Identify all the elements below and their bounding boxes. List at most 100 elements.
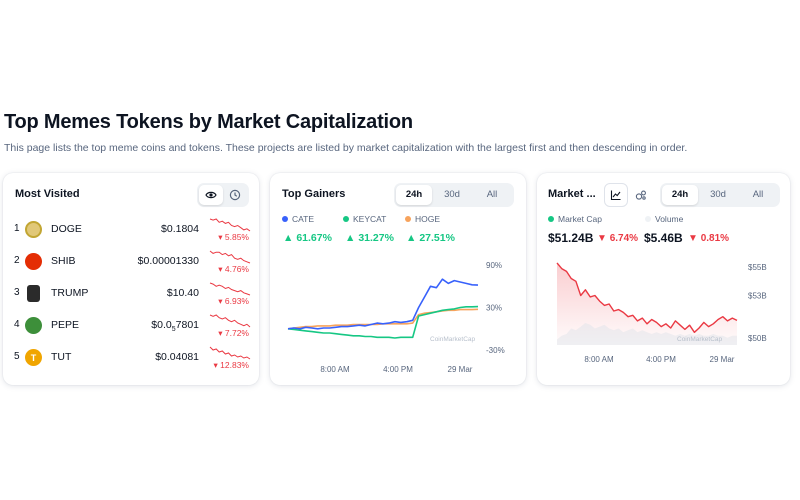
token-price: $0.057801 bbox=[151, 319, 199, 334]
bubble-chart-button[interactable] bbox=[629, 183, 653, 207]
sparkline bbox=[209, 218, 251, 232]
x-tick-label: 8:00 AM bbox=[584, 355, 614, 364]
legend-dot-hoge bbox=[405, 216, 411, 222]
legend-market-cap[interactable]: Market Cap bbox=[548, 214, 602, 224]
token-price: $0.04081 bbox=[155, 351, 199, 363]
line-chart-icon bbox=[610, 190, 621, 201]
market-cap-change-value: 6.74% bbox=[609, 233, 639, 244]
most-visited-title: Most Visited bbox=[15, 188, 80, 200]
series-line-keycat[interactable] bbox=[287, 305, 479, 339]
most-visited-row[interactable]: 2 SHIB $0.00001330 ▾ 4.76% bbox=[3, 250, 259, 274]
market-cap-change: ▼ 6.74% bbox=[597, 233, 639, 244]
most-visited-row[interactable]: 3 TRUMP $10.40 ▾ 6.93% bbox=[3, 282, 259, 306]
market-cap-chart[interactable]: $55B $53B $50B 8:00 AM 4:00 PM 29 Mar CoinMark… bbox=[537, 249, 790, 377]
row-rank: 4 bbox=[14, 319, 20, 330]
clock-toggle-button[interactable] bbox=[223, 185, 247, 205]
market-cap-title: Market ... bbox=[548, 188, 596, 200]
page-subtitle: This page lists the top meme coins and t… bbox=[4, 142, 688, 154]
most-visited-toggle bbox=[197, 183, 249, 207]
series-line-hoge[interactable] bbox=[287, 308, 479, 330]
top-gainers-title: Top Gainers bbox=[282, 188, 346, 200]
market-cap-area bbox=[557, 262, 737, 345]
page-title: Top Memes Tokens by Market Capitalizatio… bbox=[4, 111, 413, 133]
y-tick-label: -30% bbox=[486, 346, 505, 355]
x-tick-label: 8:00 AM bbox=[320, 365, 350, 374]
sparkline bbox=[209, 314, 251, 328]
most-visited-row[interactable]: 1 DOGE $0.1804 ▾ 5.85% bbox=[3, 218, 259, 242]
y-tick-label: 30% bbox=[486, 304, 502, 313]
tab-30d[interactable]: 30d bbox=[710, 189, 726, 200]
x-tick-label: 29 Mar bbox=[710, 355, 735, 364]
clock-icon bbox=[229, 189, 241, 201]
legend-volume[interactable]: Volume bbox=[645, 214, 683, 224]
y-tick-label: 90% bbox=[486, 261, 502, 270]
top-gainers-card: Top Gainers 24h 30d All CATE KEYCAT HOGE… bbox=[270, 173, 526, 385]
sparkline bbox=[209, 250, 251, 264]
most-visited-row[interactable]: 4 PEPE $0.057801 ▾ 7.72% bbox=[3, 314, 259, 338]
volume-area bbox=[557, 323, 737, 345]
sparkline bbox=[209, 282, 251, 296]
top-gainers-range-tabs: 24h 30d All bbox=[394, 183, 514, 207]
token-symbol[interactable]: DOGE bbox=[51, 223, 82, 235]
keycat-change-value: 31.27% bbox=[358, 232, 394, 244]
eye-toggle-button[interactable] bbox=[199, 185, 223, 205]
price-change: ▾ 7.72% bbox=[218, 328, 249, 338]
market-cap-value: $51.24B bbox=[548, 231, 594, 245]
token-symbol[interactable]: PEPE bbox=[51, 319, 80, 331]
row-rank: 2 bbox=[14, 255, 20, 266]
legend-label-market-cap: Market Cap bbox=[558, 214, 602, 224]
sparkline bbox=[209, 346, 251, 360]
most-visited-row[interactable]: 5 T TUT $0.04081 ▾ 12.83% bbox=[3, 346, 259, 370]
volume-value: $5.46B bbox=[644, 231, 683, 245]
token-symbol[interactable]: SHIB bbox=[51, 255, 76, 267]
legend-cate[interactable]: CATE bbox=[282, 214, 314, 224]
price-change: ▾ 12.83% bbox=[213, 360, 249, 370]
chart-watermark: CoinMarketCap bbox=[677, 336, 723, 343]
token-symbol[interactable]: TUT bbox=[51, 351, 72, 363]
legend-label-cate: CATE bbox=[292, 214, 315, 224]
eye-icon bbox=[205, 191, 217, 199]
volume-change: ▼ 0.81% bbox=[688, 233, 730, 244]
row-rank: 3 bbox=[14, 287, 20, 298]
top-gainers-chart[interactable]: 90% 30% -30% 8:00 AM 4:00 PM 29 Mar CoinMarket… bbox=[270, 255, 526, 380]
doge-logo bbox=[25, 221, 42, 238]
x-tick-label: 4:00 PM bbox=[383, 365, 413, 374]
token-symbol[interactable]: TRUMP bbox=[51, 287, 89, 299]
volume-change-value: 0.81% bbox=[700, 233, 730, 244]
token-price: $0.00001330 bbox=[137, 255, 199, 267]
price-change: ▾ 5.85% bbox=[218, 232, 249, 242]
line-chart-button[interactable] bbox=[604, 183, 628, 207]
tab-24h[interactable]: 24h bbox=[396, 185, 432, 205]
cate-change-value: 61.67% bbox=[296, 232, 332, 244]
legend-dot-cate bbox=[282, 216, 288, 222]
market-cap-card: Market ... 24h 30d All Market Cap Volume… bbox=[537, 173, 790, 385]
y-tick-label: $55B bbox=[748, 263, 767, 272]
legend-dot-keycat bbox=[343, 216, 349, 222]
hoge-change: ▲ 27.51% bbox=[406, 232, 455, 244]
tab-30d[interactable]: 30d bbox=[444, 189, 460, 200]
keycat-change: ▲ 31.27% bbox=[345, 232, 394, 244]
y-tick-label: $53B bbox=[748, 291, 767, 300]
token-price: $10.40 bbox=[166, 287, 199, 299]
tab-all[interactable]: All bbox=[486, 189, 498, 200]
row-rank: 1 bbox=[14, 223, 20, 234]
tab-all[interactable]: All bbox=[752, 189, 764, 200]
series-line-cate[interactable] bbox=[287, 278, 479, 330]
market-cap-line[interactable] bbox=[556, 262, 738, 334]
hoge-change-value: 27.51% bbox=[419, 232, 455, 244]
legend-dot-market-cap bbox=[548, 216, 554, 222]
market-cap-range-tabs: 24h 30d All bbox=[660, 183, 780, 207]
most-visited-card: Most Visited 1 DOGE $0.1804 ▾ 5.85% 2 SHIB $0.… bbox=[3, 173, 259, 385]
legend-label-keycat: KEYCAT bbox=[353, 214, 387, 224]
legend-label-volume: Volume bbox=[655, 214, 684, 224]
x-tick-label: 4:00 PM bbox=[646, 355, 676, 364]
price-change: ▾ 4.76% bbox=[218, 264, 249, 274]
legend-label-hoge: HOGE bbox=[415, 214, 441, 224]
x-tick-label: 29 Mar bbox=[448, 365, 473, 374]
tab-24h[interactable]: 24h bbox=[662, 185, 698, 205]
legend-hoge[interactable]: HOGE bbox=[405, 214, 440, 224]
cate-change: ▲ 61.67% bbox=[283, 232, 332, 244]
row-rank: 5 bbox=[14, 351, 20, 362]
legend-keycat[interactable]: KEYCAT bbox=[343, 214, 386, 224]
tut-logo: T bbox=[25, 349, 42, 366]
